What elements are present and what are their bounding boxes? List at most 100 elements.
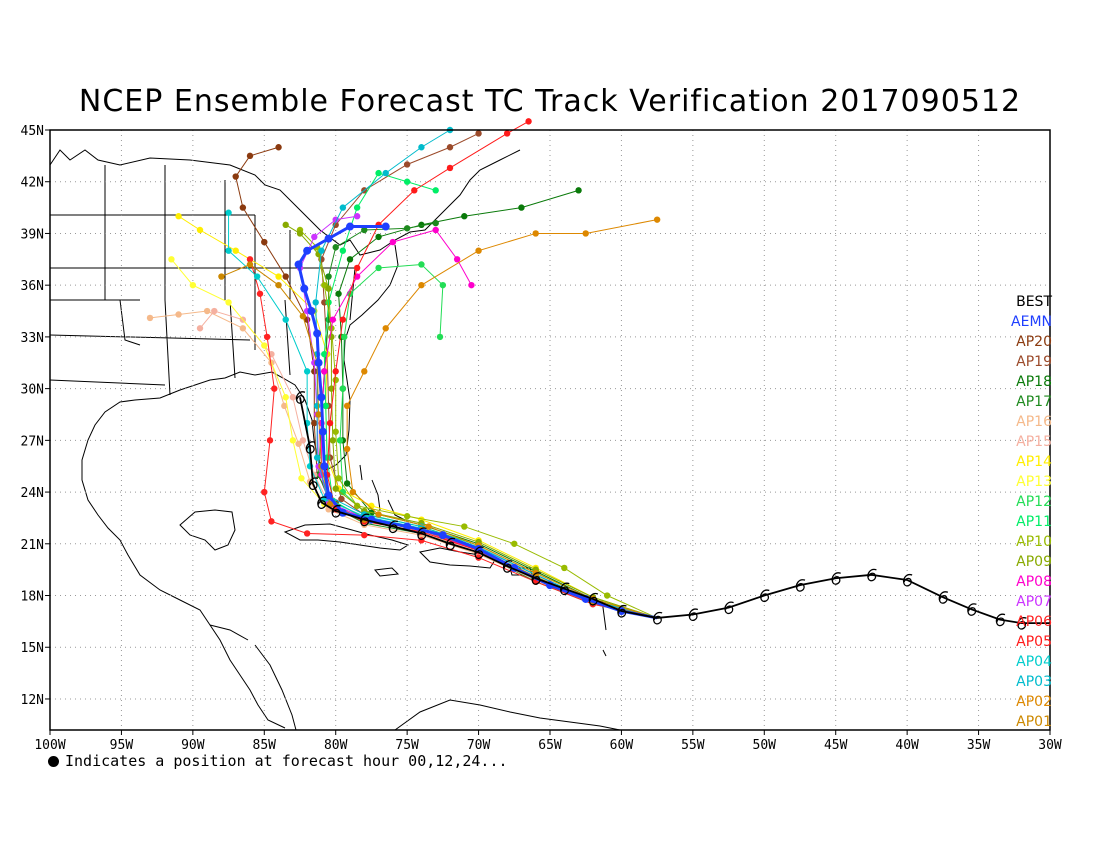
hurricane-symbol-icon	[317, 496, 327, 509]
track-ap10-point	[332, 376, 339, 384]
legend-item-ap07: AP07	[1016, 594, 1052, 610]
track-ap16-point	[239, 325, 247, 332]
legend-item-ap14: AP14	[1016, 454, 1052, 470]
track-ap14-line	[178, 215, 658, 619]
track-ap20-point	[311, 419, 318, 427]
track-ap02-point	[425, 523, 432, 530]
lon-tick-label: 95W	[110, 738, 134, 753]
us-state-borders	[49, 165, 356, 396]
lat-tick-label: 33N	[21, 331, 44, 346]
track-aemn-point	[324, 234, 333, 243]
track-ap03-point	[418, 144, 425, 151]
track-ap05-line	[326, 120, 658, 619]
track-ap02-point	[418, 281, 425, 289]
track-aemn-point	[324, 491, 333, 500]
track-aemn-point	[313, 329, 322, 338]
track-ap06-point	[268, 518, 275, 525]
lon-tick-label: 75W	[395, 738, 419, 753]
track-ap16	[146, 307, 658, 619]
track-ap13-point	[289, 437, 297, 444]
legend-item-ap19: AP19	[1016, 354, 1052, 370]
track-ap11-point	[323, 454, 331, 461]
track-ap02-line	[346, 219, 658, 619]
legend-item-ap13: AP13	[1016, 474, 1052, 490]
track-ap18-point	[335, 290, 342, 297]
track-ap05-point	[525, 118, 532, 125]
track-ap12-point	[336, 437, 344, 444]
track-aemn-point	[320, 462, 329, 471]
hurricane-symbol-icon	[867, 568, 877, 582]
track-ap18-point	[518, 204, 525, 211]
hurricane-symbol-icon	[760, 589, 770, 603]
chart-title: NCEP Ensemble Forecast TC Track Verifica…	[78, 84, 1022, 119]
hurricane-symbol-icon	[795, 579, 806, 592]
track-ap02-point	[532, 230, 539, 237]
lat-tick-label: 42N	[21, 176, 44, 191]
lat-tick-label: 21N	[21, 538, 44, 553]
track-ap06-point	[475, 554, 482, 561]
hurricane-symbol-icon	[903, 573, 913, 587]
track-ap14-point	[275, 273, 282, 280]
cuba	[283, 523, 410, 551]
track-ap04-point	[225, 247, 232, 254]
track-ap13-point	[168, 256, 175, 263]
track-ap02-point	[343, 402, 351, 410]
track-ap02-point	[475, 247, 482, 254]
lon-tick-label: 50W	[753, 738, 777, 753]
track-ap03-line	[315, 129, 658, 619]
lat-tick-label: 39N	[21, 227, 44, 242]
legend-item-aemn: AEMN	[1011, 314, 1052, 330]
track-ap12-point	[341, 333, 348, 341]
track-ap12-point	[439, 281, 447, 289]
hurricane-symbol-icon	[295, 391, 306, 404]
track-ap11-point	[339, 247, 347, 254]
track-ap19-point	[338, 495, 345, 503]
track-ap19-point	[403, 161, 411, 168]
track-ap05-point	[332, 368, 339, 375]
track-ap02-point	[361, 368, 368, 375]
track-ap01-point	[299, 313, 307, 320]
track-ap10-point	[561, 564, 568, 572]
hurricane-symbol-icon	[995, 613, 1006, 627]
track-ap06-point	[271, 385, 278, 392]
track-ap18-point	[375, 233, 382, 241]
track-ap01	[218, 261, 658, 619]
track-aemn-point	[303, 246, 312, 255]
track-ap06-point	[261, 488, 268, 496]
jamaica	[374, 567, 400, 577]
track-ap07-point	[311, 233, 318, 241]
track-ap14-point	[196, 226, 204, 234]
legend-item-ap06: AP06	[1016, 614, 1052, 630]
track-ap06-point	[246, 256, 254, 263]
grid-lines	[50, 130, 1050, 730]
legend-item-ap10: AP10	[1016, 534, 1052, 550]
track-ap10-line	[299, 229, 658, 619]
legend-item-ap12: AP12	[1016, 494, 1052, 510]
track-ap08-point	[321, 368, 328, 375]
track-ap19-point	[332, 221, 339, 229]
lat-tick-label: 15N	[21, 641, 44, 656]
track-aemn-point	[300, 284, 309, 293]
lat-tick-label: 27N	[21, 434, 44, 449]
track-ap13-line	[171, 258, 658, 619]
track-ap05	[323, 118, 658, 619]
track-ap18-line	[338, 189, 658, 619]
track-ap13-point	[225, 299, 232, 306]
track-ap12-line	[339, 263, 658, 619]
track-ap06-point	[303, 530, 311, 537]
track-ap04-point	[282, 316, 289, 323]
track-ap13-point	[261, 342, 268, 349]
track-ap09-point	[329, 437, 337, 444]
hurricane-symbol-icon	[474, 546, 484, 559]
track-ap09-point	[296, 230, 304, 237]
track-ap17-point	[325, 273, 332, 280]
track-ap01-point	[315, 411, 322, 418]
track-ap01-point	[275, 281, 282, 289]
hurricane-symbol-icon	[831, 572, 841, 585]
legend-item-ap16: AP16	[1016, 414, 1052, 430]
track-ap06-point	[266, 437, 274, 444]
track-ap20-point	[275, 144, 282, 151]
lon-tick-label: 55W	[681, 738, 705, 753]
track-ap12-point	[418, 261, 425, 268]
track-ap09-point	[325, 285, 332, 292]
